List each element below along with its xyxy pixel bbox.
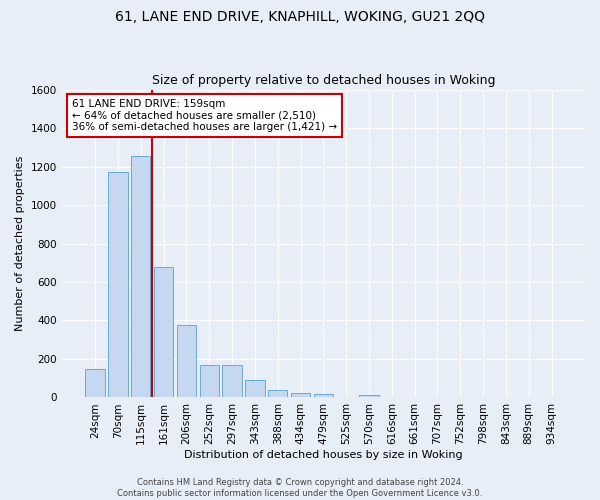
Bar (85, 369, 105, 398)
Y-axis label: Number of detached properties: Number of detached properties (15, 156, 25, 331)
Bar (154, 266, 173, 398)
Bar (268, 390, 287, 398)
Bar (314, 394, 333, 398)
Bar (177, 326, 196, 398)
Bar (359, 394, 379, 398)
Bar (108, 172, 128, 398)
Bar (245, 380, 265, 398)
Text: Contains HM Land Registry data © Crown copyright and database right 2024.
Contai: Contains HM Land Registry data © Crown c… (118, 478, 482, 498)
Title: Size of property relative to detached houses in Woking: Size of property relative to detached ho… (152, 74, 495, 87)
Text: 61, LANE END DRIVE, KNAPHILL, WOKING, GU21 2QQ: 61, LANE END DRIVE, KNAPHILL, WOKING, GU… (115, 10, 485, 24)
Bar (223, 364, 242, 398)
Bar (131, 156, 151, 398)
Bar (200, 364, 219, 398)
Bar (291, 392, 310, 398)
Text: 61 LANE END DRIVE: 159sqm
← 64% of detached houses are smaller (2,510)
36% of se: 61 LANE END DRIVE: 159sqm ← 64% of detac… (72, 99, 337, 132)
X-axis label: Distribution of detached houses by size in Woking: Distribution of detached houses by size … (184, 450, 463, 460)
